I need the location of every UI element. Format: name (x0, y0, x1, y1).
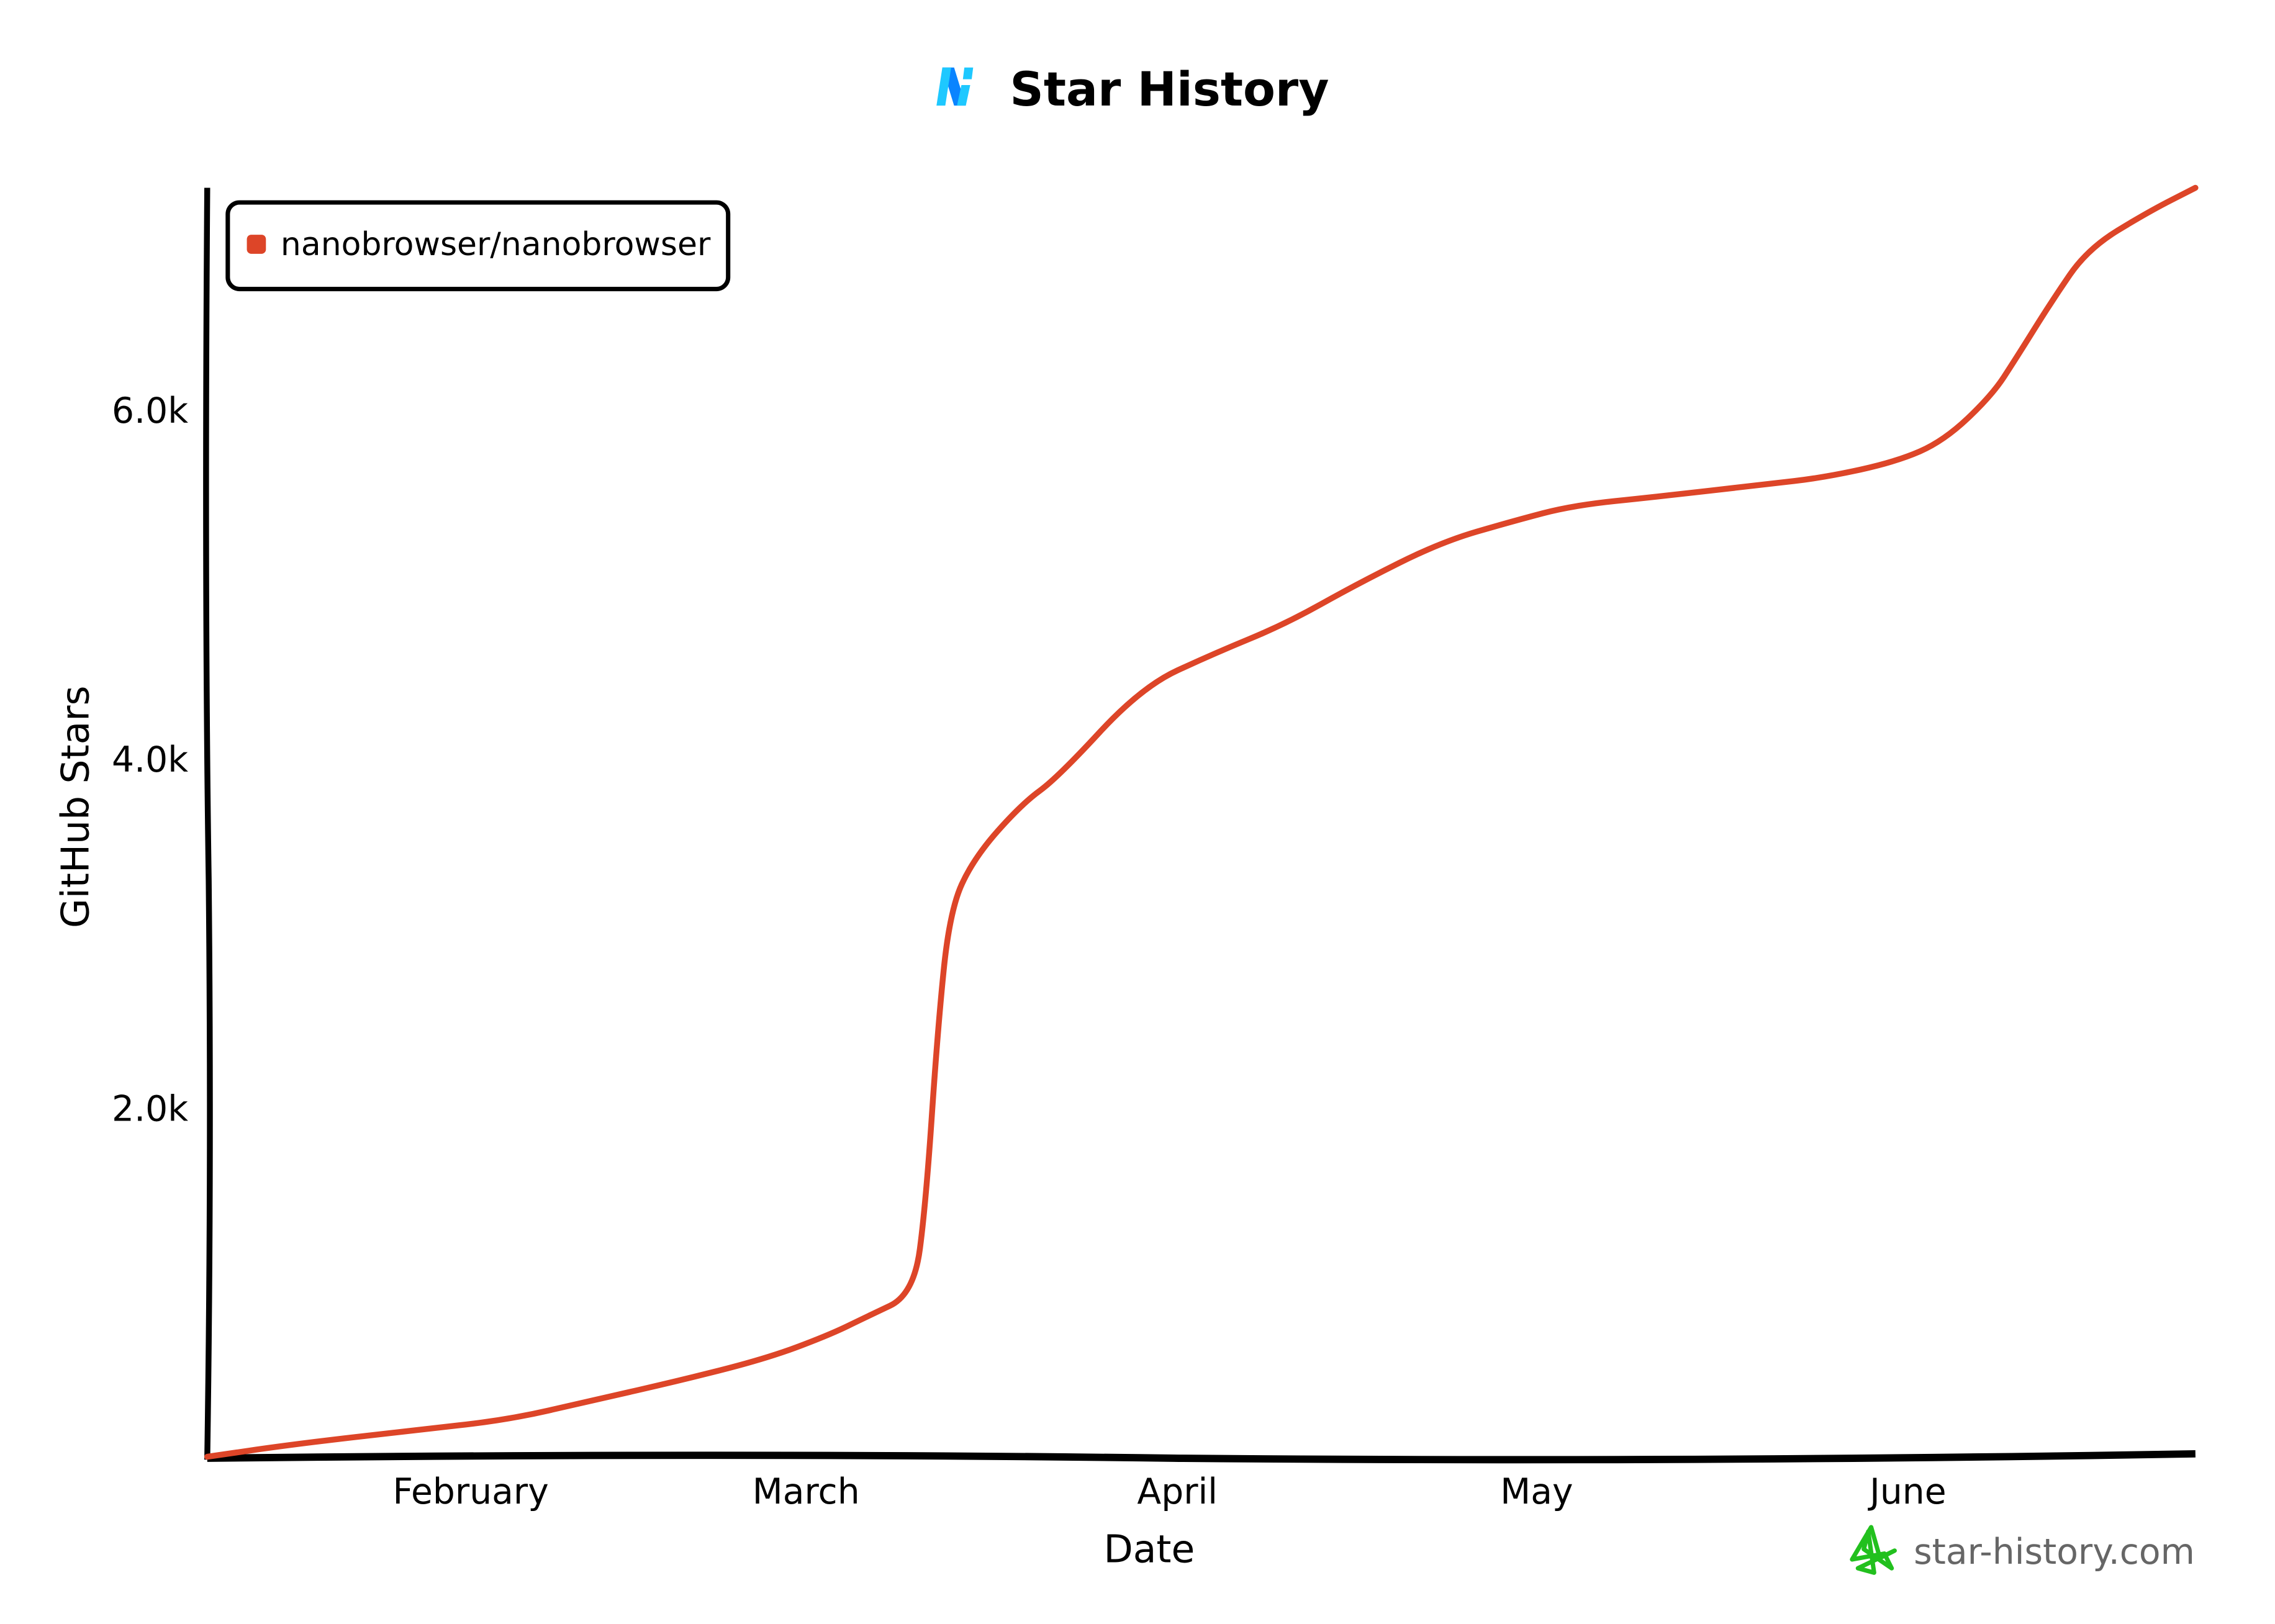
legend: nanobrowser/nanobrowser (225, 200, 731, 292)
star-outline-icon (1850, 1525, 1897, 1575)
chart-title-text: Star History (1010, 62, 1329, 117)
x-tick-label: May (1500, 1471, 1573, 1512)
legend-swatch (246, 235, 266, 254)
x-tick-label: February (393, 1471, 549, 1512)
x-tick-label: April (1137, 1471, 1218, 1512)
x-tick-label: June (1868, 1471, 1946, 1512)
y-axis: 2.0k 4.0k 6.0k GitHub Stars (53, 187, 213, 1460)
x-axis-title: Date (1103, 1528, 1195, 1572)
watermark[interactable]: star-history.com (1850, 1525, 2195, 1575)
watermark-text[interactable]: star-history.com (1914, 1532, 2195, 1572)
series-line-nanobrowser (204, 184, 2199, 1460)
y-axis-line (203, 187, 213, 1460)
y-axis-title: GitHub Stars (53, 686, 97, 928)
y-tick-label: 4.0k (112, 739, 188, 780)
nanobrowser-logo-icon (936, 67, 974, 106)
legend-box (225, 200, 731, 292)
legend-label: nanobrowser/nanobrowser (281, 226, 711, 263)
x-tick-label: March (753, 1471, 860, 1512)
y-tick-label: 6.0k (112, 390, 188, 431)
x-axis: February March April May June Date (207, 1450, 2196, 1572)
y-tick-label: 2.0k (112, 1089, 188, 1130)
chart-title: Star History (936, 62, 1329, 117)
x-axis-line (207, 1450, 2196, 1464)
